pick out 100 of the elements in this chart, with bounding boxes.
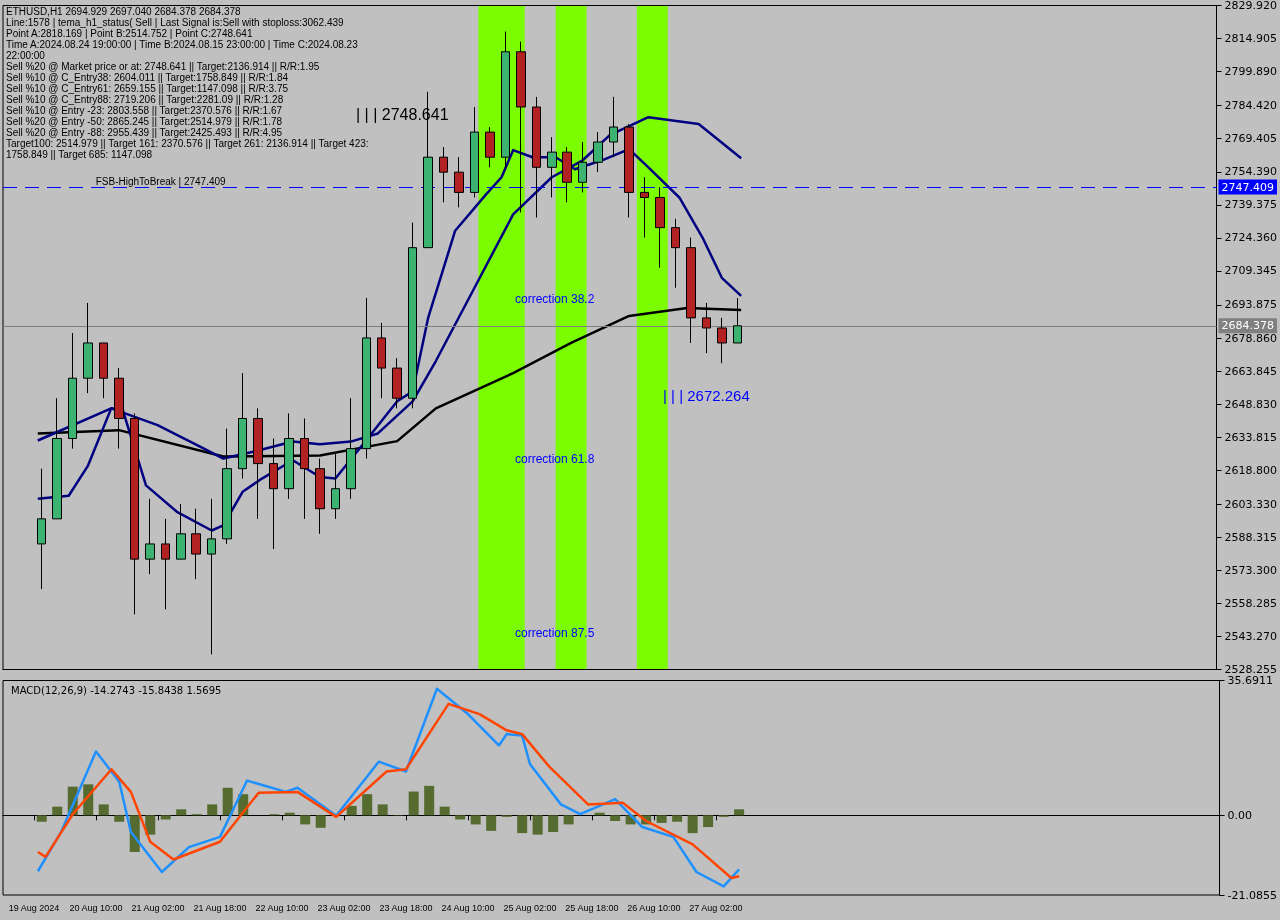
- bar: [517, 815, 528, 834]
- y-tick-label: 2573.300: [1224, 563, 1278, 577]
- candlestick: [114, 367, 124, 450]
- bar: [548, 815, 559, 832]
- candlestick: [377, 322, 386, 399]
- bar: [656, 815, 667, 823]
- annotation: | | | 2672.264: [663, 387, 750, 404]
- annotation: FSB-HighToBreak | 2747.409: [95, 175, 227, 187]
- bar: [610, 815, 621, 822]
- y-tick-label: 2633.815: [1224, 430, 1278, 444]
- annotation: Line:1578 | tema_h1_status( Sell | Last Signal is:Sell with stoploss:3062.439: [6, 17, 345, 28]
- candlestick: [207, 498, 216, 655]
- annotation: Sell %10 @ C_Entry88: 2719.206 || Target:2281.09 || R/R:1.28: [6, 94, 285, 105]
- candlestick: [593, 131, 603, 173]
- candlestick: [176, 503, 186, 560]
- x-tick-label: 22 Aug 10:00: [255, 902, 309, 913]
- candlestick: [624, 123, 634, 219]
- annotation: Sell %10 @ Entry -23: 2803.558 || Target:2370.576 || R/R:1.67: [6, 105, 283, 116]
- candlestick: [454, 156, 464, 208]
- bar: [703, 815, 714, 828]
- bar: [160, 815, 171, 820]
- x-tick-label: 25 Aug 02:00: [503, 902, 557, 913]
- y-tick-label: 2769.405: [1224, 132, 1278, 146]
- bar: [408, 791, 419, 816]
- candlestick: [145, 498, 155, 575]
- y-tick-label: 0.00: [1227, 808, 1253, 822]
- x-tick-label: 27 Aug 02:00: [689, 902, 743, 913]
- bar: [672, 815, 683, 822]
- y-tick-label: 2678.860: [1224, 331, 1278, 345]
- bar: [222, 787, 233, 816]
- bar: [424, 785, 435, 816]
- bar: [563, 815, 574, 825]
- bar: [377, 804, 388, 816]
- y-tick-label: 2724.360: [1224, 231, 1278, 245]
- bar: [36, 815, 47, 822]
- candlestick: [191, 508, 201, 580]
- bar: [300, 815, 311, 825]
- y-tick-label: 2648.830: [1224, 397, 1278, 411]
- bar: [455, 815, 466, 820]
- y-tick-label: 2693.875: [1224, 298, 1278, 312]
- annotation: Point A:2818.169 | Point B:2514.752 | Point C:2748.641: [6, 28, 253, 39]
- x-tick-label: 24 Aug 10:00: [441, 902, 495, 913]
- annotation: Sell %10 @ C_Entry38: 2604.011 || Target:1758.849 || R/R:1.84: [6, 72, 289, 83]
- candlestick: [439, 146, 448, 203]
- y-tick-label: 2709.345: [1224, 264, 1278, 278]
- candlestick: [501, 31, 510, 168]
- x-tick-label: 26 Aug 10:00: [627, 902, 681, 913]
- candlestick: [315, 458, 325, 535]
- bar: [486, 815, 497, 831]
- ref-line-label: 2684.378: [1221, 319, 1275, 333]
- candlestick: [68, 332, 77, 450]
- candlestick: [532, 96, 541, 219]
- annotation: Sell %10 @ C_Entry61: 2659.155 || Target:1147.098 || R/R:3.75: [6, 83, 289, 94]
- y-tick-label: 2663.845: [1224, 364, 1278, 378]
- bar: [439, 806, 450, 816]
- y-tick-label: 2528.255: [1224, 663, 1278, 676]
- candlestick: [99, 342, 108, 399]
- candlestick: [470, 106, 479, 198]
- x-tick-label: 25 Aug 18:00: [565, 902, 619, 913]
- candlestick: [516, 41, 526, 213]
- annotation: Sell %20 @ Entry -50: 2865.245 || Target:2514.979 || R/R:1.78: [6, 116, 283, 127]
- x-tick-label: 23 Aug 02:00: [317, 902, 371, 913]
- y-tick-label: 2739.375: [1224, 198, 1278, 212]
- candlestick: [161, 518, 170, 610]
- bar: [176, 809, 187, 816]
- candlestick: [609, 96, 618, 158]
- candlestick: [671, 218, 680, 289]
- bar: [52, 806, 63, 816]
- candlestick: [408, 222, 417, 409]
- bar: [687, 815, 698, 834]
- bar: [207, 804, 218, 816]
- chart-title: MACD(12,26,9) -14.2743 -15.8438 1.5695: [11, 684, 222, 696]
- annotation: Time A:2024.08.24 19:00:00 | Time B:2024.08.15 23:00:00 | Time C:2024.08.23 22:00:00: [6, 39, 359, 61]
- bar: [98, 804, 109, 816]
- candlestick: [562, 146, 572, 203]
- candlestick: [655, 186, 665, 269]
- bar: [315, 815, 326, 828]
- annotation: Sell %20 @ Entry -88: 2955.439 || Target:2425.493 || R/R:4.95: [6, 127, 283, 138]
- y-tick-label: 2829.920: [1224, 0, 1278, 12]
- y-tick-label: 2814.905: [1224, 32, 1278, 46]
- candlestick: [485, 126, 495, 168]
- candlestick: [717, 317, 727, 364]
- ref-line-label: 2747.409: [1221, 180, 1275, 194]
- y-tick-label: 35.6911: [1227, 674, 1274, 687]
- y-tick-label: 2799.890: [1224, 65, 1278, 79]
- candlestick: [392, 357, 402, 409]
- bar: [346, 805, 357, 816]
- bar: [470, 815, 481, 825]
- y-tick-label: 2543.270: [1224, 629, 1278, 643]
- bar: [532, 815, 543, 835]
- annotation: ETHUSD,H1 2694.929 2697.040 2684.378 2684.378: [6, 6, 242, 17]
- candlestick: [547, 136, 557, 198]
- y-tick-label: 2754.390: [1224, 165, 1278, 179]
- y-tick-label: 2558.285: [1224, 596, 1278, 610]
- y-tick-label: -21.0855: [1227, 888, 1278, 902]
- bar: [145, 815, 156, 835]
- candlestick: [578, 141, 587, 193]
- x-tick-label: 21 Aug 18:00: [193, 902, 247, 913]
- bar: [734, 809, 745, 816]
- candlestick: [640, 176, 649, 239]
